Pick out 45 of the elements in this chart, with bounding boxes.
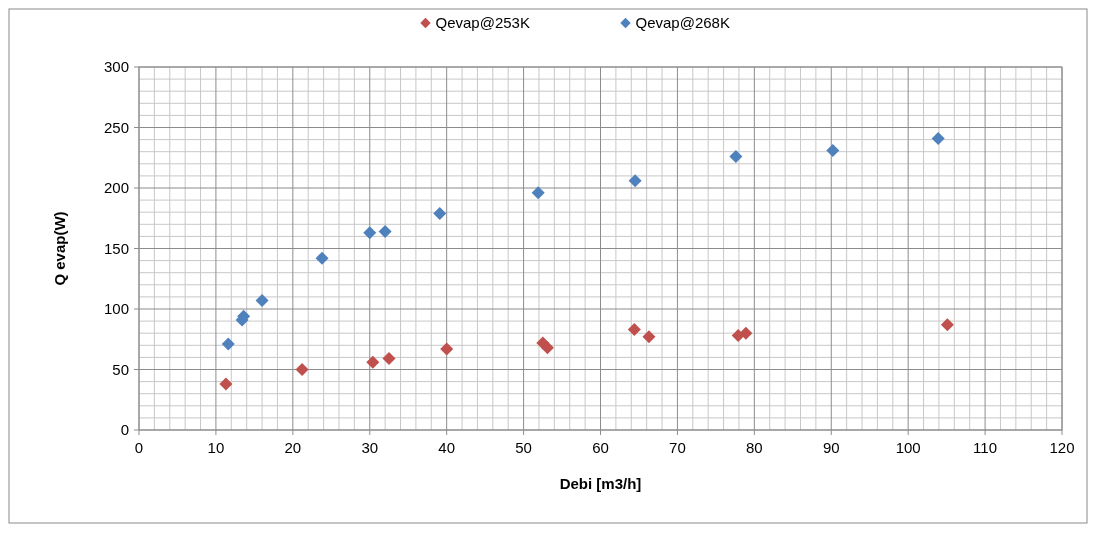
x-tick-label: 50 bbox=[515, 439, 532, 456]
point bbox=[931, 131, 945, 145]
y-axis-title: Q evap(W) bbox=[51, 211, 68, 286]
x-tick-label: 90 bbox=[822, 439, 840, 456]
y-tick-label: 150 bbox=[103, 239, 129, 257]
point bbox=[729, 150, 743, 164]
point bbox=[540, 341, 554, 355]
point bbox=[627, 323, 641, 337]
x-tick-label: 0 bbox=[134, 439, 144, 456]
point bbox=[363, 226, 377, 240]
point bbox=[531, 186, 545, 200]
point bbox=[739, 326, 753, 340]
x-tick-label: 110 bbox=[973, 439, 998, 456]
x-tick-label: 10 bbox=[207, 439, 225, 456]
y-tick-label: 300 bbox=[103, 58, 129, 75]
x-tick-label: 100 bbox=[895, 439, 921, 456]
y-tick-label: 100 bbox=[103, 300, 129, 317]
point bbox=[219, 377, 233, 391]
point bbox=[440, 342, 454, 356]
point bbox=[378, 225, 392, 239]
x-tick-label: 60 bbox=[592, 439, 609, 456]
point bbox=[295, 363, 309, 376]
point bbox=[366, 355, 380, 369]
point bbox=[382, 352, 396, 366]
y-tick-label: 250 bbox=[103, 118, 129, 136]
point bbox=[255, 294, 269, 308]
point bbox=[433, 206, 447, 220]
x-tick-label: 30 bbox=[361, 439, 379, 456]
x-tick-label: 120 bbox=[1049, 439, 1075, 456]
x-tick-label: 20 bbox=[284, 439, 302, 456]
legend-label: Qevap@268K bbox=[635, 14, 730, 31]
point bbox=[221, 337, 235, 351]
x-tick-label: 70 bbox=[669, 439, 686, 456]
x-tick-label: 40 bbox=[438, 439, 456, 456]
x-axis-title: Debi [m3/h] bbox=[559, 475, 642, 492]
y-tick-label: 50 bbox=[112, 360, 129, 378]
point bbox=[628, 174, 642, 188]
x-tick-label: 80 bbox=[745, 439, 763, 456]
legend-label: Qevap@253K bbox=[435, 14, 530, 31]
point bbox=[940, 318, 954, 332]
y-tick-label: 0 bbox=[120, 421, 129, 438]
point bbox=[826, 143, 840, 157]
point bbox=[315, 251, 329, 265]
point bbox=[642, 330, 656, 344]
y-tick-label: 200 bbox=[103, 179, 129, 196]
